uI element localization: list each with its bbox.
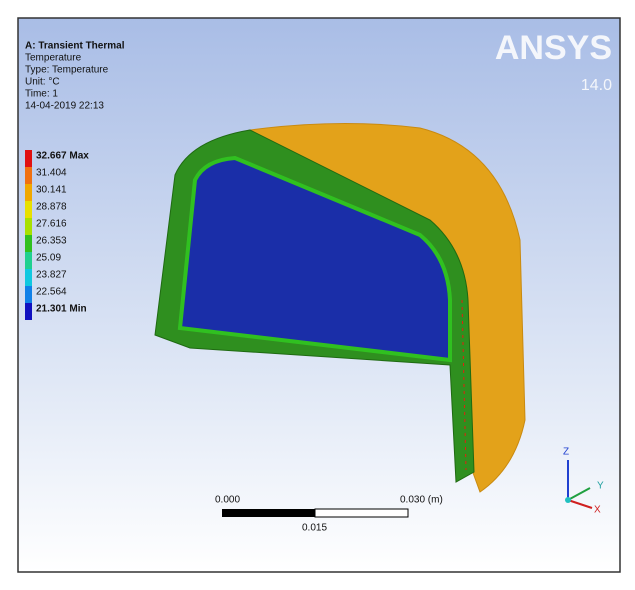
legend-swatch bbox=[25, 218, 32, 235]
legend-swatch bbox=[25, 201, 32, 218]
scale-label: 0.015 bbox=[302, 523, 327, 534]
legend-swatch bbox=[25, 269, 32, 286]
legend-swatch bbox=[25, 150, 32, 167]
legend-label: 25.09 bbox=[36, 253, 61, 264]
header-line: 14-04-2019 22:13 bbox=[25, 101, 104, 112]
legend-label: 27.616 bbox=[36, 219, 67, 230]
header-line: Time: 1 bbox=[25, 89, 58, 100]
legend-label: 31.404 bbox=[36, 168, 67, 179]
legend-swatch bbox=[25, 303, 32, 320]
triad-z: Z bbox=[563, 447, 569, 458]
legend-label: 32.667 Max bbox=[36, 151, 89, 162]
scale-bar bbox=[222, 509, 408, 517]
header-line: Type: Temperature bbox=[25, 65, 109, 76]
legend-label: 21.301 Min bbox=[36, 304, 87, 315]
scale-white bbox=[315, 509, 408, 517]
legend-label: 26.353 bbox=[36, 236, 67, 247]
legend-label: 22.564 bbox=[36, 287, 67, 298]
scale-label: 0.000 bbox=[215, 495, 240, 506]
header-line: Unit: °C bbox=[25, 77, 60, 88]
header-line: Temperature bbox=[25, 53, 82, 64]
legend-swatch bbox=[25, 184, 32, 201]
scale-label: 0.030 (m) bbox=[400, 495, 443, 506]
legend-label: 30.141 bbox=[36, 185, 67, 196]
triad-x: X bbox=[594, 505, 601, 516]
legend-swatch bbox=[25, 286, 32, 303]
legend-label: 23.827 bbox=[36, 270, 67, 281]
scale-black bbox=[222, 509, 315, 517]
triad-y: Y bbox=[597, 481, 604, 492]
legend-swatch bbox=[25, 167, 32, 184]
logo: ANSYS bbox=[495, 29, 612, 67]
legend-label: 28.878 bbox=[36, 202, 67, 213]
legend-swatch bbox=[25, 252, 32, 269]
legend-swatch bbox=[25, 235, 32, 252]
version: 14.0 bbox=[581, 77, 612, 94]
header-title: A: Transient Thermal bbox=[25, 41, 125, 52]
viewer: A: Transient Thermal Temperature Type: T… bbox=[0, 0, 635, 585]
